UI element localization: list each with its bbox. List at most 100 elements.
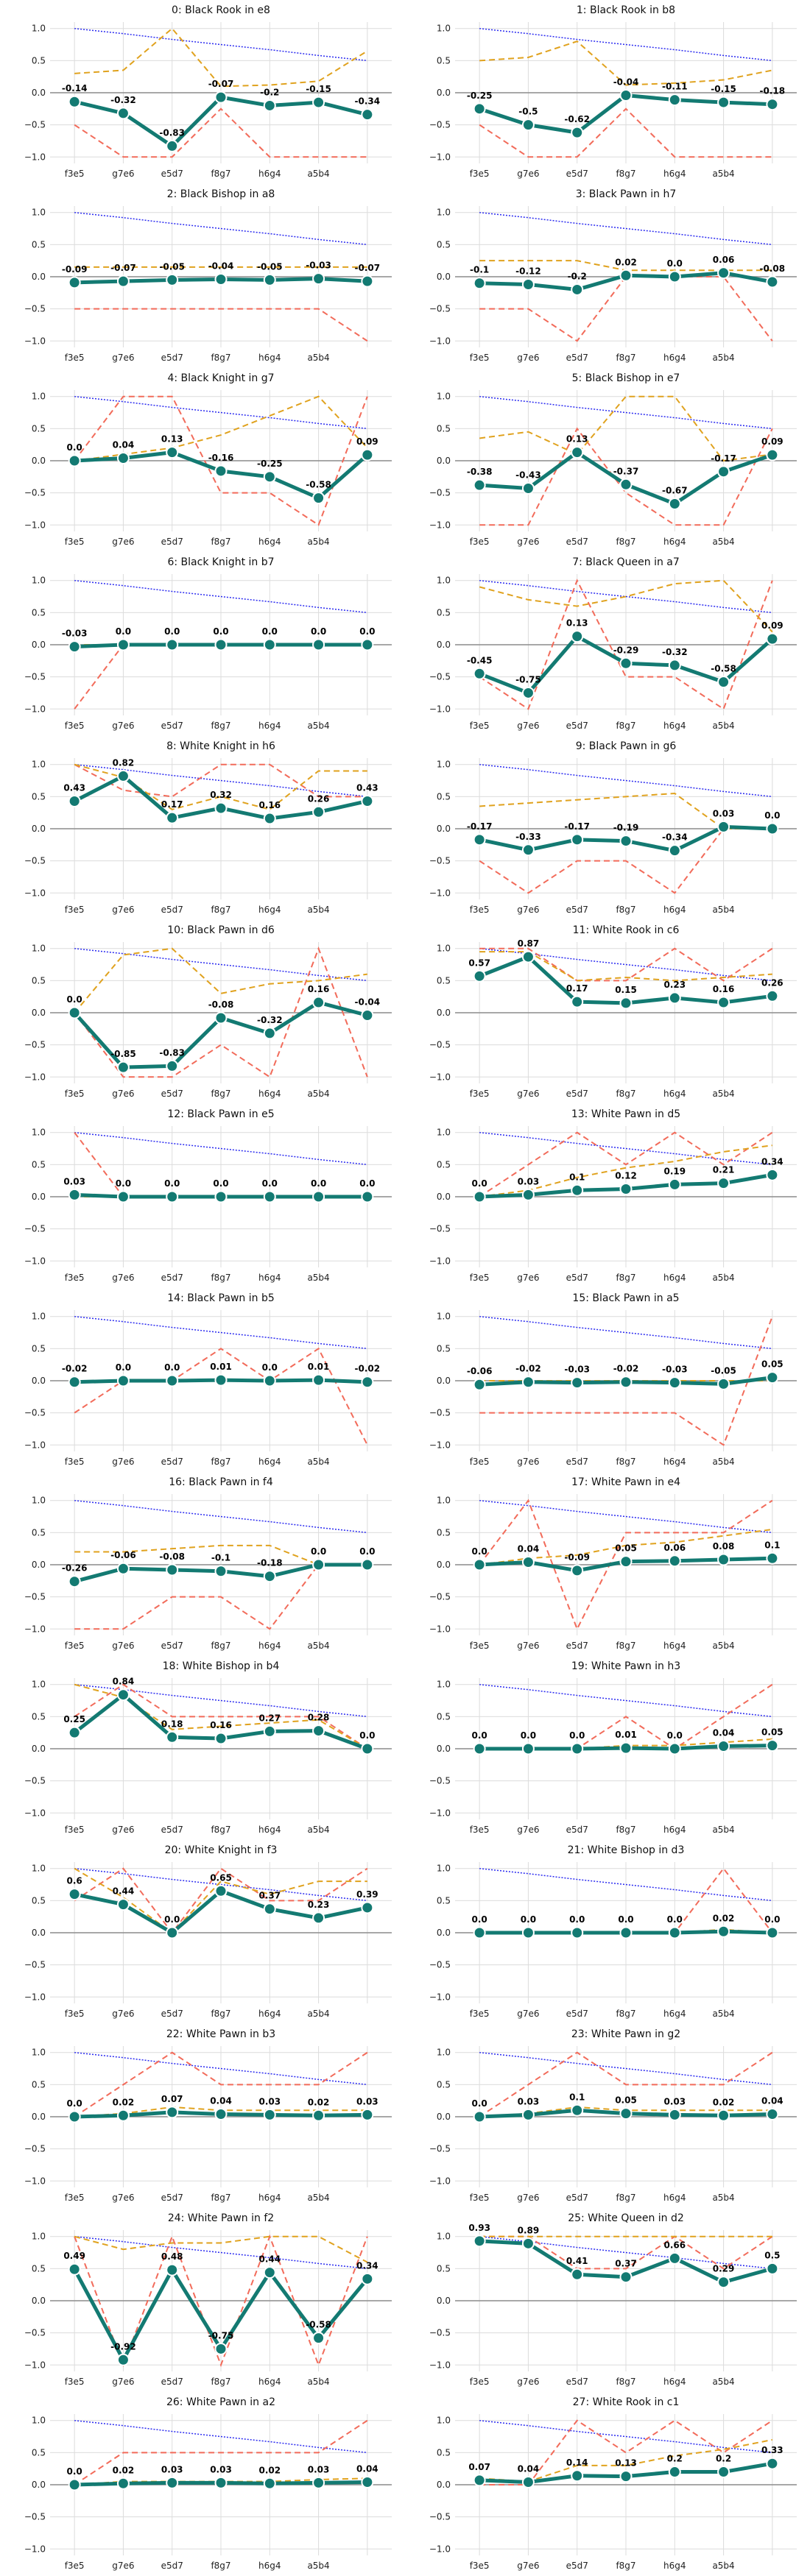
data-point: [263, 1570, 276, 1583]
data-point: [166, 1730, 179, 1744]
data-point: [717, 2466, 730, 2479]
y-tick-label: 1.0: [437, 208, 451, 218]
data-point: [668, 1376, 681, 1390]
y-tick-label: −1.0: [24, 2544, 46, 2554]
y-tick-label: 0.0: [437, 2480, 451, 2490]
x-tick-label: g7e6: [517, 353, 539, 363]
y-tick-label: 0.0: [437, 272, 451, 282]
data-point: [668, 2251, 681, 2265]
x-tick-label: f8g7: [211, 1089, 230, 1099]
data-point: [214, 1011, 228, 1025]
data-point: [263, 273, 276, 286]
data-label: 0.27: [258, 1713, 281, 1723]
data-point: [263, 470, 276, 484]
y-tick-label: 1.0: [32, 1680, 46, 1690]
data-label: 0.37: [258, 1891, 281, 1901]
y-tick-label: 0.5: [437, 2263, 451, 2274]
lower-bound-line: [479, 578, 773, 710]
data-point: [166, 1190, 179, 1203]
trend-line: [479, 1867, 772, 1902]
data-label: 0.39: [356, 1889, 378, 1900]
data-label: 0.26: [761, 977, 783, 988]
y-tick-label: 1.0: [32, 208, 46, 218]
data-point: [214, 638, 228, 651]
data-point: [473, 1742, 486, 1755]
data-point: [766, 98, 779, 111]
y-tick-label: −1.0: [24, 1256, 46, 1266]
x-tick-label: g7e6: [517, 537, 539, 547]
chart-svg: 1.0 0.5 0.0 −0.5 −1.0 f3e5 g7e6 e5d7 f8g7 h6g4 a5b…: [429, 188, 797, 363]
y-tick-label: 1.0: [32, 392, 46, 402]
chart-title: 2: Black Bishop in a8: [167, 188, 275, 200]
data-point: [717, 996, 730, 1009]
chart-title: 18: White Bishop in b4: [163, 1660, 280, 1672]
data-point: [263, 1724, 276, 1738]
data-label: 0.0: [262, 1178, 278, 1189]
data-point: [312, 805, 325, 818]
data-label: -0.25: [467, 91, 493, 101]
data-label: 0.05: [615, 2095, 637, 2106]
data-point: [521, 1742, 535, 1755]
data-point: [473, 478, 486, 492]
y-tick-label: 0.5: [32, 1343, 46, 1354]
trend-line: [74, 1315, 367, 1350]
data-label: 0.03: [63, 1176, 85, 1186]
data-point: [619, 1183, 633, 1196]
chart-panel: 1.0 0.5 0.0 −0.5 −1.0 f3e5 g7e6 e5d7 f8g7 h6g4 a5b…: [405, 1288, 810, 1472]
chart-panel: 1.0 0.5 0.0 −0.5 −1.0 f3e5 g7e6 e5d7 f8g7 h6g4 a5b…: [0, 1104, 405, 1288]
data-label: 0.21: [713, 1165, 735, 1175]
y-tick-label: 0.0: [32, 272, 46, 282]
chart-title: 3: Black Pawn in h7: [576, 188, 677, 200]
x-tick-label: f8g7: [616, 721, 635, 731]
data-label: -0.32: [110, 95, 136, 105]
data-label: 0.37: [615, 2259, 637, 2269]
y-tick-label: −1.0: [24, 1440, 46, 1450]
data-point: [521, 277, 535, 291]
data-label: -0.04: [613, 77, 639, 87]
data-label: 0.0: [164, 1914, 180, 1925]
x-tick-label: h6g4: [663, 2561, 686, 2571]
x-tick-label: f8g7: [616, 2193, 635, 2203]
y-tick-label: 1.0: [437, 760, 451, 770]
data-point: [766, 448, 779, 461]
data-label: 0.04: [518, 2464, 540, 2474]
chart-panel: 1.0 0.5 0.0 −0.5 −1.0 f3e5 g7e6 e5d7 f8g7 h6g4 a5b…: [0, 1840, 405, 2024]
x-tick-label: h6g4: [258, 2009, 281, 2019]
y-tick-label: 1.0: [32, 1496, 46, 1506]
x-tick-label: f3e5: [65, 169, 85, 179]
lower-bound-line: [74, 107, 367, 158]
x-tick-label: a5b4: [307, 169, 329, 179]
x-tick-label: f3e5: [65, 2377, 85, 2387]
data-label: 0.07: [468, 2462, 490, 2472]
x-tick-label: f8g7: [211, 905, 230, 915]
y-tick-label: 0.5: [437, 1527, 451, 1538]
y-tick-label: −1.0: [429, 336, 451, 346]
y-tick-label: 0.5: [32, 2447, 46, 2458]
x-tick-label: g7e6: [112, 1273, 134, 1283]
data-point: [361, 108, 374, 121]
x-tick-label: e5d7: [566, 2193, 588, 2203]
x-tick-label: f3e5: [470, 1641, 490, 1651]
data-point: [571, 283, 584, 296]
data-label: -0.17: [467, 821, 493, 832]
x-tick-label: h6g4: [663, 721, 686, 731]
y-tick-label: −0.5: [24, 120, 46, 130]
x-tick-label: a5b4: [712, 905, 734, 915]
data-point: [214, 1732, 228, 1745]
x-tick-label: e5d7: [566, 721, 588, 731]
x-tick-label: f8g7: [616, 2009, 635, 2019]
data-label: 0.02: [258, 2465, 281, 2475]
y-tick-label: −0.5: [429, 856, 451, 866]
data-label: 0.0: [311, 1178, 326, 1189]
data-point: [766, 632, 779, 645]
x-tick-label: f3e5: [65, 721, 85, 731]
x-tick-label: g7e6: [112, 537, 134, 547]
data-point: [263, 1027, 276, 1040]
x-tick-label: a5b4: [712, 1825, 734, 1835]
data-point: [361, 448, 374, 461]
chart-title: 21: White Bishop in d3: [568, 1844, 685, 1856]
data-point: [473, 2110, 486, 2123]
data-label: 0.0: [472, 2098, 487, 2109]
y-tick-label: −1.0: [24, 1624, 46, 1634]
